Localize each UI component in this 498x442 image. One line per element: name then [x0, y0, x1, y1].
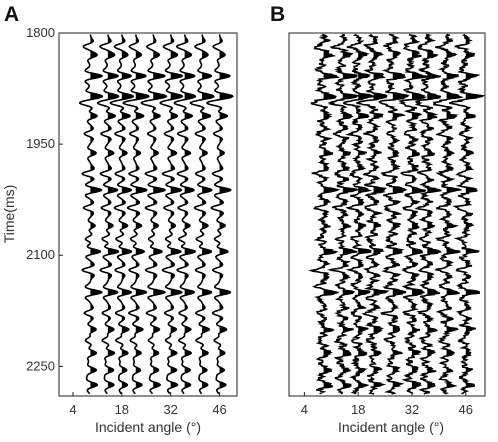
- x-tick-label: 46: [459, 402, 473, 417]
- trace-wiggle: [206, 34, 234, 395]
- trace-wiggle: [109, 34, 135, 395]
- trace-fill: [465, 36, 483, 392]
- trace-wiggle: [414, 33, 443, 395]
- trace-wiggle: [140, 34, 168, 395]
- trace-wiggle: [78, 34, 104, 395]
- panel-b-traces: [308, 33, 486, 395]
- trace-wiggle: [433, 33, 464, 395]
- trace-wiggle: [397, 33, 429, 395]
- x-tick-label: 32: [163, 402, 177, 417]
- panel-a-y-axis-label: Time(ms): [1, 185, 17, 244]
- panel-a-x-axis-label: Incident angle (°): [95, 419, 201, 435]
- trace-wiggle: [122, 34, 150, 395]
- x-tick-label: 4: [69, 402, 76, 417]
- trace-wiggle: [159, 34, 184, 395]
- trace-wiggle: [342, 33, 375, 395]
- trace-fill: [90, 34, 103, 389]
- trace-wiggle: [378, 33, 410, 395]
- panel-b-plot-frame: [288, 32, 486, 397]
- y-tick-label: 2250: [26, 358, 55, 373]
- trace-fill: [219, 34, 233, 389]
- panel-b-x-axis-label: Incident angle (°): [338, 419, 444, 435]
- x-tick-label: 46: [212, 402, 226, 417]
- panel-a: A 1800 1950 2100 2250 4 18 32 46 Incident angl…: [1, 3, 238, 435]
- x-tick-label: 18: [115, 402, 129, 417]
- panel-a-letter: A: [4, 3, 19, 26]
- x-tick-label: 18: [351, 402, 365, 417]
- panel-b: B 4 18 32 46 Incident angle (°): [270, 3, 486, 435]
- trace-fill: [184, 34, 196, 389]
- trace-wiggle: [308, 33, 341, 395]
- panel-a-plot-frame: [58, 32, 238, 397]
- trace-fill: [153, 34, 167, 389]
- x-tick-label: 4: [301, 402, 308, 417]
- panel-a-x-ticks: 4 18 32 46: [69, 392, 227, 417]
- panel-b-x-ticks: 4 18 32 46: [301, 392, 473, 417]
- trace-fill: [135, 34, 149, 389]
- trace-fill: [170, 34, 183, 389]
- trace-fill: [107, 34, 119, 389]
- y-tick-label: 2100: [26, 247, 55, 262]
- trace-fill: [446, 35, 461, 388]
- trace-wiggle: [356, 33, 390, 395]
- trace-fill: [342, 35, 358, 389]
- trace-wiggle: [189, 34, 215, 395]
- trace-fill: [121, 34, 134, 389]
- trace-wiggle: [327, 33, 360, 395]
- y-tick-label: 1800: [26, 25, 55, 40]
- trace-fill: [202, 34, 214, 389]
- trace-wiggle: [173, 34, 197, 395]
- trace-wiggle: [96, 34, 120, 395]
- y-tick-label: 1950: [26, 136, 55, 151]
- x-tick-label: 32: [405, 402, 419, 417]
- trace-wiggle: [448, 33, 486, 395]
- panel-b-letter: B: [270, 3, 285, 26]
- panel-a-traces: [78, 34, 234, 395]
- panel-a-y-ticks: 1800 1950 2100 2250: [26, 25, 63, 373]
